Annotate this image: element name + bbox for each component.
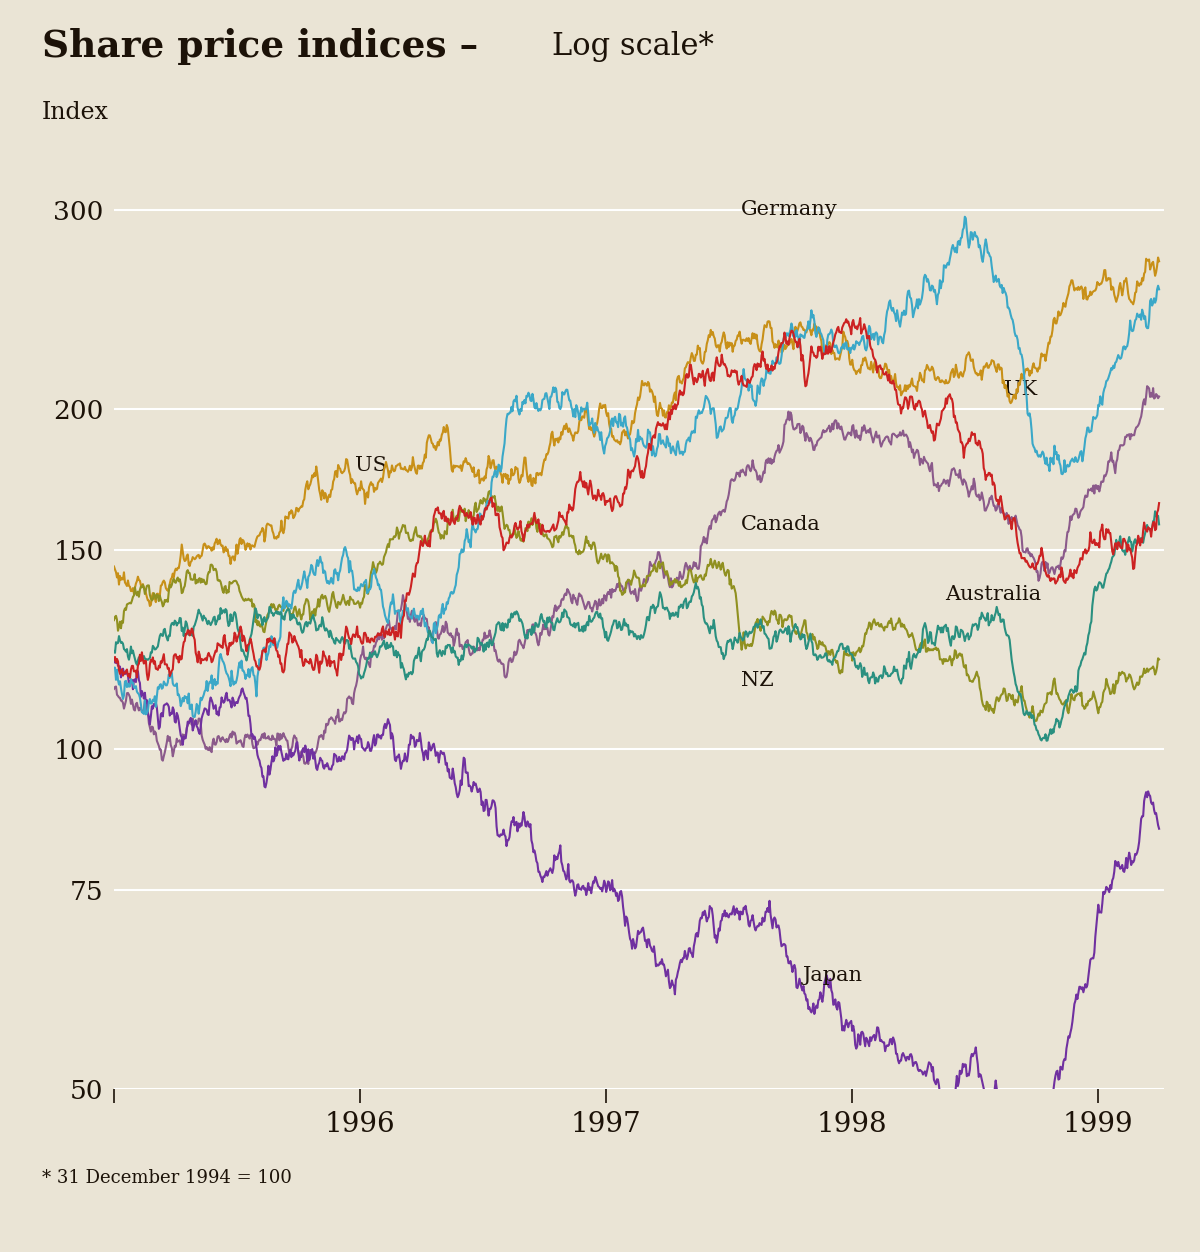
Text: Australia: Australia (946, 585, 1042, 603)
Text: Japan: Japan (803, 967, 863, 985)
Text: Share price indices –: Share price indices – (42, 28, 479, 65)
Text: Germany: Germany (742, 200, 838, 219)
Text: * 31 December 1994 = 100: * 31 December 1994 = 100 (42, 1169, 292, 1187)
Text: UK: UK (1004, 379, 1037, 399)
Text: US: US (355, 456, 386, 476)
Text: Canada: Canada (742, 515, 821, 533)
Text: NZ: NZ (742, 671, 774, 690)
Text: Index: Index (42, 101, 109, 124)
Text: Log scale*: Log scale* (552, 30, 714, 61)
